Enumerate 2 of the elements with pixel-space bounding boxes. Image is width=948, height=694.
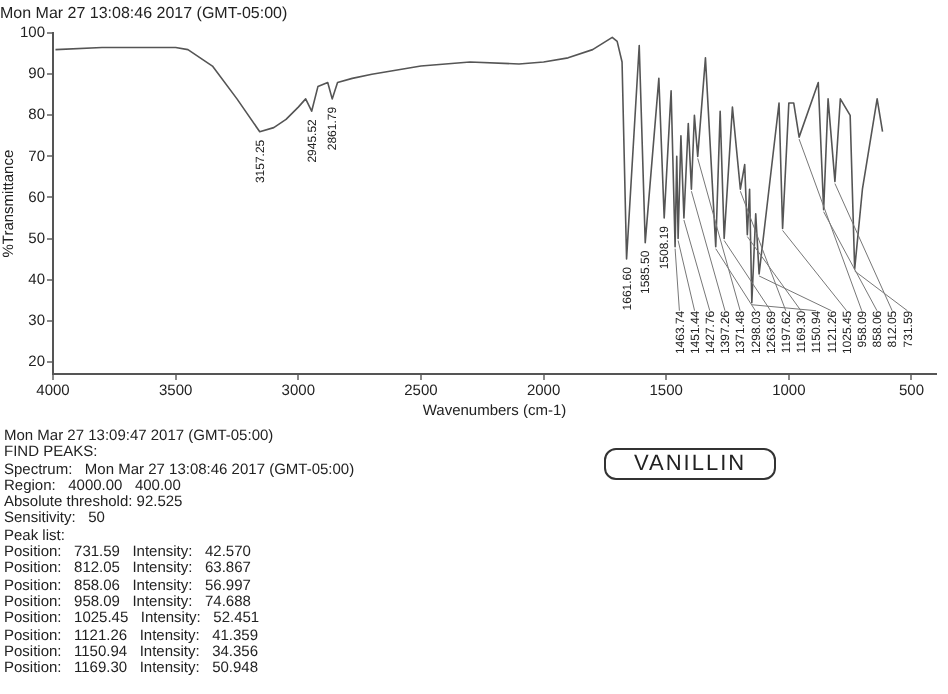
chart-title: Mon Mar 27 13:08:46 2017 (GMT-05:00) <box>0 4 288 23</box>
text: VANILLIN <box>604 448 777 481</box>
